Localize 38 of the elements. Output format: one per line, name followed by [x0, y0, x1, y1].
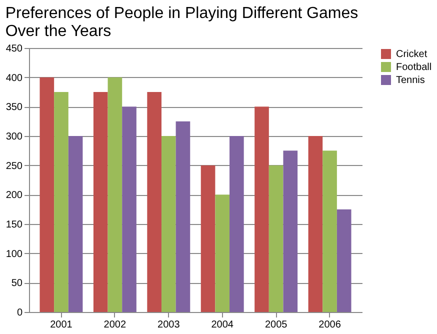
- y-tick-label: 400: [6, 72, 23, 84]
- y-tick-label: 300: [6, 132, 23, 142]
- legend-label: Tennis: [396, 75, 425, 86]
- bar: [215, 194, 230, 312]
- x-tick-label: 2004: [211, 320, 234, 330]
- y-tick-label: 200: [6, 190, 23, 202]
- bar: [68, 136, 83, 312]
- x-tick-label: 2005: [264, 320, 288, 330]
- bar: [108, 77, 122, 312]
- bar: [147, 92, 162, 312]
- x-tick-label: 2001: [50, 320, 73, 330]
- bar: [254, 106, 269, 312]
- y-tick-label: 250: [6, 160, 23, 172]
- bar: [122, 106, 136, 312]
- bar: [230, 136, 244, 312]
- y-tick-label: 150: [6, 220, 23, 230]
- bar: [54, 92, 68, 312]
- bar: [93, 92, 108, 312]
- y-tick-label: 100: [6, 248, 23, 260]
- bar: [200, 165, 216, 312]
- legend-label: Football: [396, 62, 432, 73]
- y-tick-label: 350: [6, 102, 23, 114]
- chart-title: Preferences of People in Playing Different Games Over the Years: [5, 5, 358, 40]
- bar: [40, 77, 54, 312]
- y-tick-label: 0: [16, 308, 23, 318]
- bar: [336, 209, 352, 312]
- bar: [161, 136, 176, 312]
- bar: [268, 165, 284, 312]
- x-tick-label: 2006: [318, 320, 342, 330]
- x-tick-label: 2002: [104, 320, 126, 330]
- bar: [308, 136, 323, 312]
- y-tick-label: 50: [11, 278, 23, 290]
- x-tick-label: 2003: [158, 320, 180, 330]
- bar: [283, 150, 298, 312]
- bar: [176, 121, 190, 312]
- y-tick-label: 450: [6, 44, 23, 54]
- bar: [322, 150, 337, 312]
- legend-label: Cricket: [396, 49, 428, 60]
